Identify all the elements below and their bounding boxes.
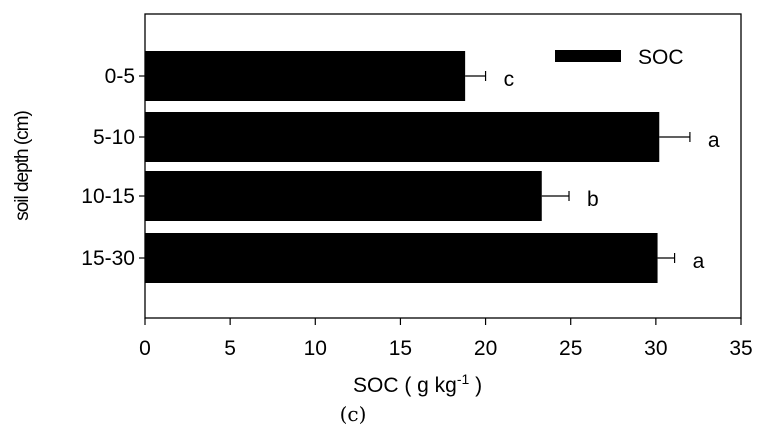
x-tick-label-35: 35 xyxy=(729,337,752,360)
y-axis: 0-5 5-10 10-15 15-30 xyxy=(81,65,145,270)
y-tick-label-5-10: 5-10 xyxy=(93,126,135,149)
bar-0-5 xyxy=(145,51,466,101)
bars-layer: c a b a xyxy=(145,51,720,283)
significance-letter-10-15: b xyxy=(587,188,599,211)
bar-15-30 xyxy=(145,233,658,283)
x-tick-label-5: 5 xyxy=(224,337,236,360)
y-tick-label-10-15: 10-15 xyxy=(81,185,135,208)
plot-frame xyxy=(144,13,742,319)
x-tick-label-10: 10 xyxy=(304,337,327,360)
bar-5-10 xyxy=(145,112,660,162)
bar-10-15 xyxy=(145,171,542,221)
x-tick-label-0: 0 xyxy=(139,337,151,360)
significance-letter-15-30: a xyxy=(693,250,705,273)
x-axis-title-superscript: -1 xyxy=(457,371,470,387)
plot-border xyxy=(144,13,742,319)
x-tick-label-30: 30 xyxy=(644,337,667,360)
significance-letter-0-5: c xyxy=(504,68,514,91)
legend-swatch xyxy=(555,50,621,62)
x-axis-title-suffix: ) xyxy=(469,374,482,397)
y-tick-label-0-5: 0-5 xyxy=(105,65,135,88)
x-axis-title-main: SOC ( g kg xyxy=(353,374,457,397)
x-tick-label-20: 20 xyxy=(474,337,497,360)
significance-letter-5-10: a xyxy=(708,129,720,152)
x-tick-label-25: 25 xyxy=(559,337,582,360)
x-axis-title: SOC ( g kg-1 ) xyxy=(353,371,482,397)
x-tick-label-15: 15 xyxy=(389,337,412,360)
legend-label: SOC xyxy=(638,46,684,69)
x-axis: 0 5 10 15 20 25 30 35 xyxy=(139,318,753,360)
legend: SOC xyxy=(555,46,684,69)
panel-label: (c) xyxy=(340,402,367,426)
y-tick-label-15-30: 15-30 xyxy=(81,247,135,270)
y-axis-title: soil depth (cm) xyxy=(12,111,33,221)
